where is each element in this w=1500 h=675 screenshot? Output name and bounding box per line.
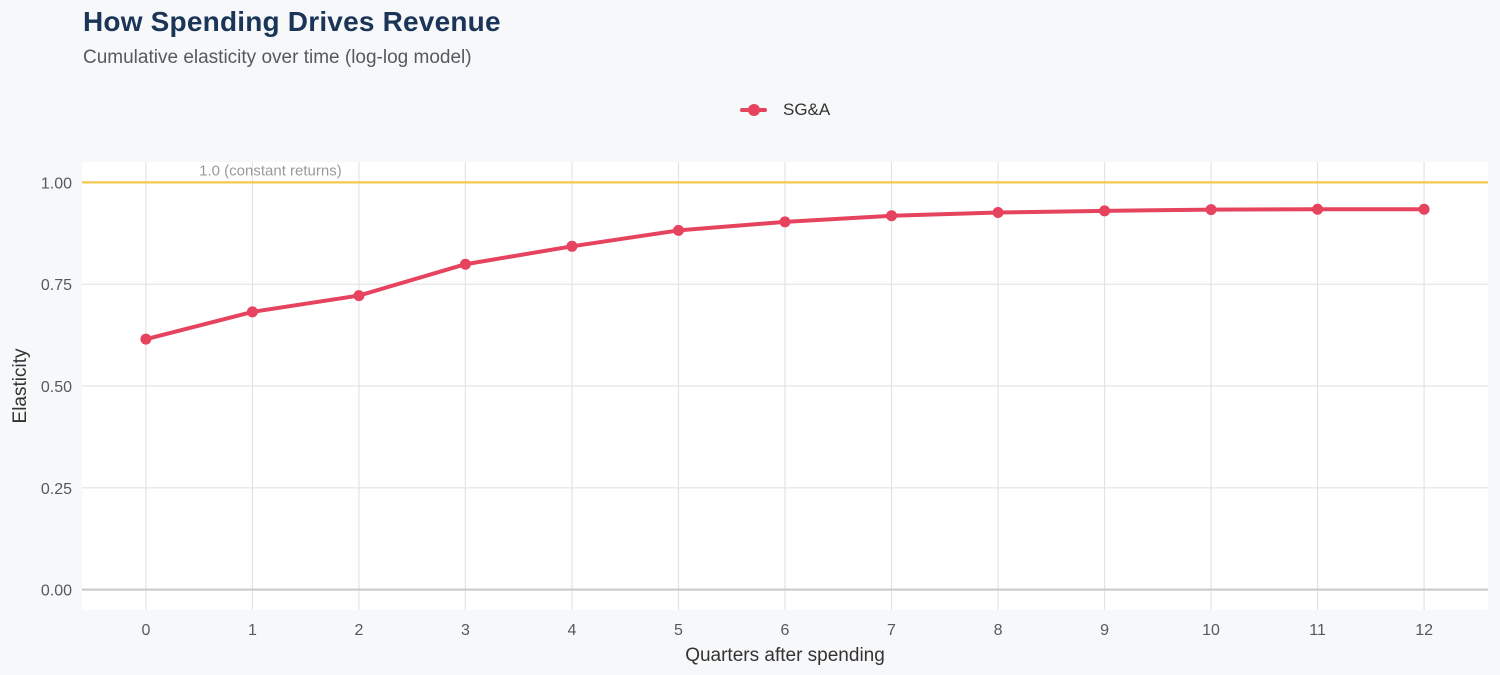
x-tick-label: 6 (781, 622, 790, 639)
x-axis-ticks: 0 1 2 3 4 5 6 7 8 9 10 11 12 (141, 622, 1433, 639)
data-point-sga (672, 224, 684, 236)
y-tick-label: 0.00 (41, 583, 72, 600)
x-tick-label: 1 (248, 622, 257, 639)
x-tick-label: 2 (354, 622, 363, 639)
y-tick-label: 0.75 (41, 277, 72, 294)
reference-line-label: 1.0 (constant returns) (199, 162, 342, 179)
x-tick-label: 12 (1415, 622, 1433, 639)
x-tick-label: 0 (141, 622, 150, 639)
x-tick-label: 10 (1202, 622, 1220, 639)
chart-title: How Spending Drives Revenue (83, 6, 501, 37)
series-points-sga (140, 203, 1430, 345)
data-point-sga (1418, 203, 1430, 215)
data-point-sga (1205, 204, 1217, 216)
x-tick-label: 7 (887, 622, 896, 639)
data-point-sga (246, 306, 258, 318)
y-tick-label: 0.50 (41, 379, 72, 396)
y-axis-title: Elasticity (10, 348, 31, 423)
y-axis-ticks: 0.00 0.25 0.50 0.75 1.00 (41, 175, 72, 599)
x-tick-label: 9 (1100, 622, 1109, 639)
x-tick-label: 8 (994, 622, 1003, 639)
x-axis-title: Quarters after spending (685, 645, 885, 666)
x-tick-label: 4 (568, 622, 577, 639)
legend-label-sga: SG&A (783, 100, 831, 119)
data-point-sga (566, 240, 578, 252)
x-tick-label: 5 (674, 622, 683, 639)
y-tick-label: 0.25 (41, 481, 72, 498)
legend-key-sga (738, 98, 768, 122)
data-point-sga (140, 333, 152, 345)
data-point-sga (779, 216, 791, 228)
legend-key-dot (748, 104, 760, 116)
data-point-sga (353, 290, 365, 302)
y-tick-label: 1.00 (41, 175, 72, 192)
x-tick-label: 3 (461, 622, 470, 639)
data-point-sga (459, 258, 471, 270)
data-point-sga (992, 207, 1004, 219)
legend: SG&A (738, 98, 830, 122)
data-point-sga (1099, 205, 1111, 217)
data-point-sga (1312, 203, 1324, 215)
data-point-sga (886, 210, 898, 222)
chart-subtitle: Cumulative elasticity over time (log-log… (83, 47, 472, 68)
x-tick-label: 11 (1309, 622, 1326, 639)
